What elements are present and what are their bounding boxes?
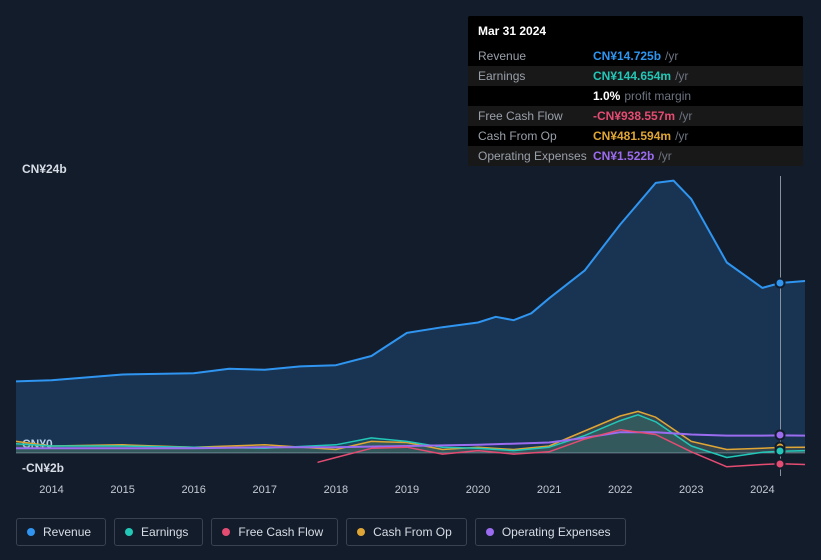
legend-item[interactable]: Revenue bbox=[16, 518, 106, 546]
x-tick: 2020 bbox=[466, 484, 490, 496]
x-tick: 2017 bbox=[253, 484, 277, 496]
cursor-dot bbox=[777, 448, 784, 455]
legend-label: Cash From Op bbox=[373, 525, 452, 539]
tooltip-row-label: Operating Expenses bbox=[478, 149, 593, 163]
tooltip-row-suffix: /yr bbox=[658, 149, 671, 163]
tooltip-row-value: CN¥144.654m bbox=[593, 69, 671, 83]
legend-swatch bbox=[222, 528, 230, 536]
cursor-dot bbox=[777, 280, 784, 287]
cursor-dot bbox=[777, 432, 784, 439]
tooltip-row-suffix: /yr bbox=[679, 109, 692, 123]
tooltip-row: 1.0% profit margin bbox=[468, 86, 803, 106]
tooltip-row-value: 1.0% bbox=[593, 89, 620, 103]
x-tick: 2019 bbox=[395, 484, 419, 496]
x-tick: 2023 bbox=[679, 484, 703, 496]
tooltip-row-label: Revenue bbox=[478, 49, 593, 63]
legend-swatch bbox=[125, 528, 133, 536]
tooltip-row-value: CN¥14.725b bbox=[593, 49, 661, 63]
legend-label: Earnings bbox=[141, 525, 188, 539]
x-tick: 2022 bbox=[608, 484, 632, 496]
tooltip-row-suffix: /yr bbox=[675, 69, 688, 83]
tooltip-row-value: -CN¥938.557m bbox=[593, 109, 675, 123]
x-tick: 2021 bbox=[537, 484, 561, 496]
legend: Revenue Earnings Free Cash Flow Cash From O… bbox=[16, 518, 626, 546]
tooltip-row-suffix: profit margin bbox=[624, 89, 691, 103]
tooltip-row-label: Cash From Op bbox=[478, 129, 593, 143]
tooltip-row: Cash From OpCN¥481.594m/yr bbox=[468, 126, 803, 146]
x-tick: 2016 bbox=[181, 484, 205, 496]
legend-item[interactable]: Free Cash Flow bbox=[211, 518, 338, 546]
legend-item[interactable]: Cash From Op bbox=[346, 518, 467, 546]
tooltip-row-value: CN¥1.522b bbox=[593, 149, 654, 163]
tooltip-row: RevenueCN¥14.725b/yr bbox=[468, 46, 803, 66]
x-tick: 2015 bbox=[110, 484, 134, 496]
y-axis-max-label: CN¥24b bbox=[22, 162, 67, 176]
tooltip-row-label: Free Cash Flow bbox=[478, 109, 593, 123]
legend-swatch bbox=[27, 528, 35, 536]
chart-root: Mar 31 2024 RevenueCN¥14.725b/yrEarnings… bbox=[0, 0, 821, 560]
chart-tooltip: Mar 31 2024 RevenueCN¥14.725b/yrEarnings… bbox=[468, 16, 803, 166]
tooltip-row-value: CN¥481.594m bbox=[593, 129, 671, 143]
tooltip-row: EarningsCN¥144.654m/yr bbox=[468, 66, 803, 86]
cursor-dot bbox=[777, 460, 784, 467]
tooltip-row-suffix: /yr bbox=[675, 129, 688, 143]
tooltip-row-suffix: /yr bbox=[665, 49, 678, 63]
plot-area[interactable] bbox=[16, 176, 805, 476]
x-tick: 2014 bbox=[39, 484, 63, 496]
legend-label: Revenue bbox=[43, 525, 91, 539]
legend-label: Operating Expenses bbox=[502, 525, 611, 539]
legend-item[interactable]: Earnings bbox=[114, 518, 203, 546]
legend-label: Free Cash Flow bbox=[238, 525, 323, 539]
tooltip-row: Free Cash Flow-CN¥938.557m/yr bbox=[468, 106, 803, 126]
tooltip-row: Operating ExpensesCN¥1.522b/yr bbox=[468, 146, 803, 166]
tooltip-row-label: Earnings bbox=[478, 69, 593, 83]
legend-swatch bbox=[357, 528, 365, 536]
legend-swatch bbox=[486, 528, 494, 536]
tooltip-date: Mar 31 2024 bbox=[468, 16, 803, 46]
plot-svg bbox=[16, 176, 805, 476]
x-tick: 2018 bbox=[324, 484, 348, 496]
x-axis: 2014 2015 2016 2017 2018 2019 2020 2021 2022 2023… bbox=[16, 484, 805, 500]
x-tick: 2024 bbox=[750, 484, 774, 496]
legend-item[interactable]: Operating Expenses bbox=[475, 518, 626, 546]
